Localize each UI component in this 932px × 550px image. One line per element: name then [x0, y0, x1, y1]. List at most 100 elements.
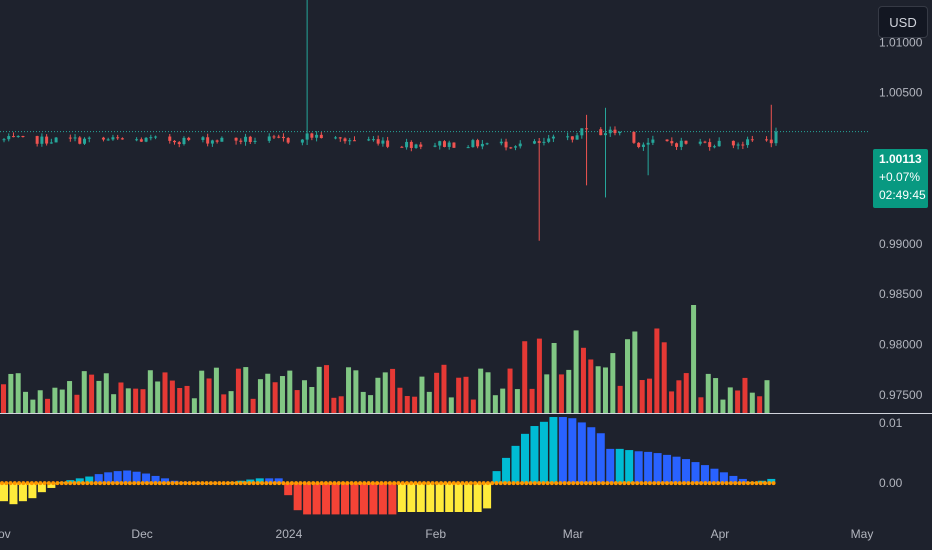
candle-body — [244, 136, 248, 142]
candle-body — [575, 135, 579, 140]
volume-bar — [382, 372, 388, 413]
volume-bar — [544, 374, 550, 413]
candle-body — [679, 140, 683, 147]
candle-body — [613, 129, 617, 134]
oscillator-zero-dot — [76, 481, 81, 486]
oscillator-zero-dot — [353, 481, 358, 486]
oscillator-bar — [113, 471, 122, 484]
candle-body — [471, 140, 475, 148]
candle-body — [149, 137, 153, 139]
oscillator-bar — [464, 483, 473, 512]
oscillator-zero-dot — [25, 481, 30, 486]
volume-bar — [235, 368, 241, 413]
oscillator-zero-dot — [464, 481, 469, 486]
oscillator-bar — [37, 483, 46, 493]
volume-bar — [133, 388, 139, 413]
volume-bar — [147, 370, 153, 413]
oscillator-bar — [341, 483, 350, 515]
oscillator-zero-dot — [68, 481, 73, 486]
candle-body — [177, 142, 181, 145]
oscillator-zero-dot — [711, 481, 716, 486]
oscillator-zero-dot — [439, 481, 444, 486]
volume-bar — [272, 382, 278, 413]
volume-bar — [184, 385, 190, 413]
volume-bar — [125, 388, 131, 413]
candle-body — [40, 136, 44, 144]
candle-body — [49, 142, 53, 144]
candle-body — [386, 140, 390, 147]
oscillator-zero-dot — [664, 481, 669, 486]
candle-body — [400, 146, 404, 148]
oscillator-bar — [265, 478, 274, 484]
candle-body — [168, 136, 172, 141]
oscillator-zero-dot — [626, 481, 631, 486]
oscillator-bar — [729, 475, 738, 484]
volume-bar — [456, 377, 462, 413]
price-candles — [0, 0, 870, 241]
oscillator-bar — [274, 478, 283, 484]
oscillator-zero-dot — [375, 481, 380, 486]
oscillator-zero-dot — [515, 481, 520, 486]
time-axis[interactable]: Nov Dec 2024 Feb Mar Apr May — [0, 527, 873, 541]
volume-bar — [52, 387, 58, 413]
oscillator-zero-dot — [724, 481, 729, 486]
oscillator-bar — [161, 478, 170, 484]
oscillator-bar — [492, 471, 501, 484]
oscillator-zero-dot — [358, 481, 363, 486]
oscillator-zero-dot — [660, 481, 665, 486]
price-tick-label: 0.97500 — [879, 388, 923, 402]
time-tick-label: Dec — [131, 527, 152, 541]
oscillator-zero-dot — [549, 481, 554, 486]
oscillator-zero-dot — [502, 481, 507, 486]
oscillator-zero-dot — [277, 481, 282, 486]
oscillator-bar — [606, 448, 615, 484]
oscillator-bar — [322, 483, 331, 515]
price-axis[interactable]: 1.010001.005000.995000.990000.985000.980… — [879, 35, 923, 402]
oscillator-zero-dot — [149, 481, 154, 486]
oscillator-zero-dot — [728, 481, 733, 486]
oscillator-zero-dot — [93, 481, 98, 486]
currency-button[interactable]: USD — [878, 6, 928, 38]
volume-bar — [735, 390, 741, 413]
candle-body — [2, 139, 6, 141]
oscillator-zero-dot — [17, 481, 22, 486]
candle-body — [599, 129, 603, 136]
oscillator-zero-dot — [520, 481, 525, 486]
candle-body — [765, 139, 769, 141]
candle-body — [272, 136, 276, 138]
volume-bar — [287, 370, 293, 413]
oscillator-zero-dot — [4, 481, 9, 486]
candle-body — [637, 142, 641, 147]
candle-body — [537, 141, 541, 143]
oscillator-zero-dot — [268, 481, 273, 486]
candle-body — [618, 131, 622, 134]
oscillator-bar — [558, 417, 567, 484]
oscillator-axis[interactable]: 0.01 0.00 — [879, 416, 903, 490]
oscillator-zero-dot — [302, 481, 307, 486]
volume-bar — [749, 392, 755, 413]
oscillator-zero-dot — [447, 481, 452, 486]
oscillator-zero-dot — [750, 481, 755, 486]
candle-body — [182, 137, 186, 145]
candle-body — [712, 146, 716, 148]
oscillator-bar — [397, 483, 406, 512]
oscillator-zero-dot — [255, 481, 260, 486]
oscillator-zero-dot — [460, 481, 465, 486]
candle-body — [11, 136, 15, 138]
volume-bar — [206, 378, 212, 413]
candle-body — [570, 136, 574, 140]
oscillator-bar — [407, 483, 416, 512]
candle-body — [703, 141, 707, 143]
oscillator-zero-dot — [558, 481, 563, 486]
oscillator-zero-dot — [468, 481, 473, 486]
oscillator-zero-dot — [443, 481, 448, 486]
oscillator-bar — [767, 478, 776, 484]
candle-body — [73, 137, 77, 139]
volume-bar — [492, 395, 498, 413]
oscillator-zero-dot — [383, 481, 388, 486]
candle-body — [277, 136, 281, 138]
volume-bar — [720, 399, 726, 413]
oscillator-zero-dot — [221, 481, 226, 486]
oscillator-bar — [47, 483, 56, 488]
